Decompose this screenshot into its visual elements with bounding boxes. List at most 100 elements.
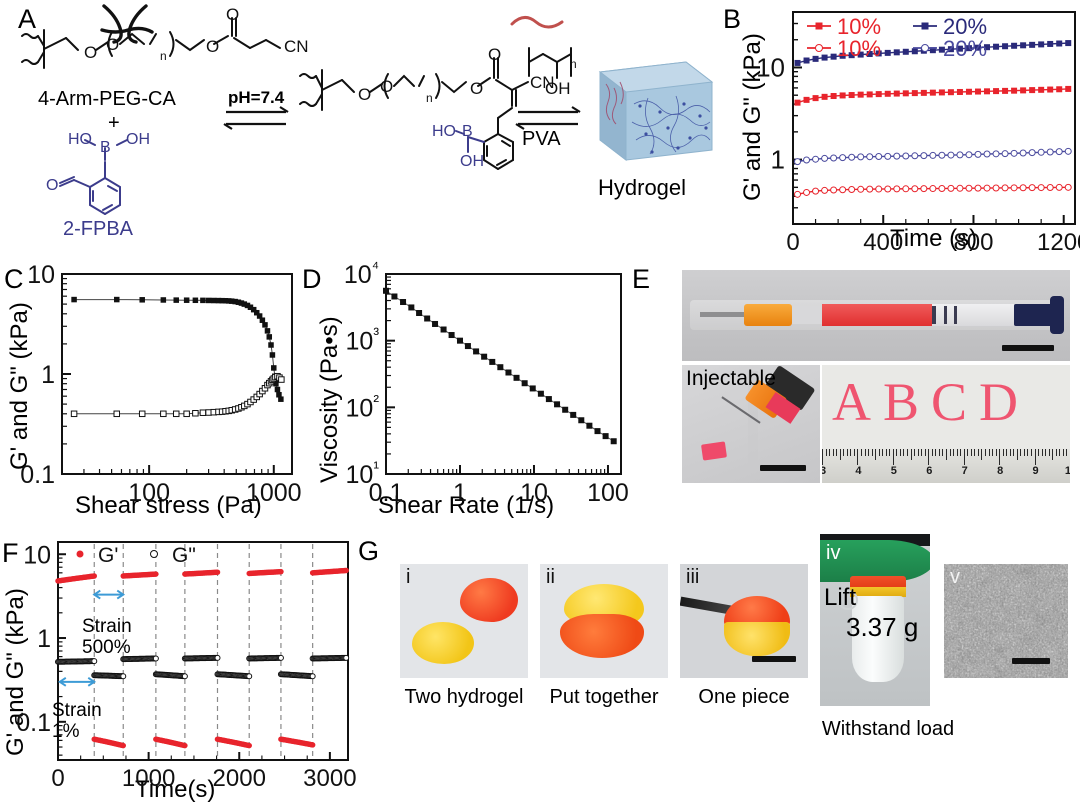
lift-overlay-text: Lift: [824, 584, 857, 611]
svg-text:HO: HO: [432, 123, 456, 140]
ruler-tick: [988, 449, 990, 456]
ruler-tick: [917, 449, 919, 456]
scalebar-injection: [760, 465, 806, 471]
scalebar-syringe: [1002, 345, 1054, 351]
reactant-1-name: 4-Arm-PEG-CA: [38, 88, 176, 110]
strain-low-line2: 1%: [52, 721, 80, 742]
ruler: 3 4 5 6 7 8 9 10: [822, 449, 1070, 483]
ruler-tick: [836, 449, 838, 456]
ruler-number: 6: [926, 465, 933, 477]
ruler-number: 8: [997, 465, 1004, 477]
ruler-tick: [946, 449, 947, 460]
panel-f-xlabel: Time(s): [135, 776, 216, 803]
ruler-tick: [843, 449, 845, 456]
panel-d-label: D: [302, 264, 322, 294]
svg-text:2000: 2000: [213, 765, 266, 792]
ruler-tick: [1059, 449, 1061, 456]
svg-text:O: O: [226, 5, 239, 24]
ruler-tick: [1002, 449, 1004, 456]
svg-text:0: 0: [786, 229, 799, 256]
ruler-tick: [892, 449, 894, 465]
svg-text:O: O: [488, 45, 501, 64]
injection-photo: Injectable: [682, 365, 820, 483]
syringe-photo: [682, 270, 1070, 361]
panel-c-plot[interactable]: 0.1 1 10 100 1000: [20, 261, 301, 507]
panel-g-label: G: [358, 536, 380, 566]
ruler-tick: [910, 449, 912, 460]
strain-high-line1: Strain: [82, 616, 132, 637]
roman-v: v: [950, 566, 960, 588]
svg-text:1: 1: [453, 479, 467, 507]
fpba-ho: HO: [68, 131, 92, 148]
ruler-tick: [1006, 449, 1008, 456]
ruler-tick: [899, 449, 901, 456]
abcd-writing-photo: ABCD 3 4 5 6 7 8 9 10: [822, 365, 1070, 483]
panel-f-plot[interactable]: 0.1 1 10 0 1000 2000 3000 G' G": [16, 541, 357, 792]
svg-text:O: O: [106, 35, 119, 54]
ruler-tick: [825, 449, 827, 456]
ruler-tick: [850, 449, 852, 456]
ruler-number: 9: [1032, 465, 1039, 477]
injectable-overlay-text: Injectable: [686, 367, 776, 390]
ruler-tick: [1055, 449, 1057, 456]
svg-text:10: 10: [756, 52, 785, 82]
ruler-tick: [1048, 449, 1050, 456]
ruler-tick: [995, 449, 997, 456]
svg-text:400: 400: [863, 229, 903, 256]
sem-micrograph: v: [944, 564, 1068, 678]
panel-c: C G' and G" (kPa) Shear stress (Pa) 0.1 1…: [0, 261, 302, 527]
ruler-tick: [903, 449, 905, 456]
svg-text:10⁴: 10⁴: [344, 258, 379, 289]
svg-text:1: 1: [771, 145, 785, 175]
product-name: Hydrogel: [598, 175, 687, 200]
ruler-tick: [829, 449, 831, 456]
roman-iv: iv: [826, 542, 841, 564]
svg-text:10%: 10%: [837, 14, 881, 39]
ruler-tick: [949, 449, 951, 456]
ruler-tick: [822, 449, 823, 465]
caption-one-piece: One piece: [698, 686, 790, 708]
svg-text:n: n: [426, 91, 433, 105]
fpba-oh: OH: [126, 131, 150, 148]
reactant-2-name: 2-FPBA: [63, 218, 134, 240]
ruler-tick: [974, 449, 976, 456]
ruler-tick: [1045, 449, 1047, 456]
ruler-tick: [938, 449, 940, 456]
strain-high-label: Strain 500%: [82, 616, 132, 658]
scalebar-sem: [1012, 658, 1050, 664]
withstand-load-photo: iv Lift 3.37 g: [820, 534, 930, 706]
panel-e-label: E: [632, 264, 651, 294]
ruler-tick: [981, 449, 983, 460]
fpba-b: B: [100, 139, 111, 156]
svg-text:O: O: [358, 85, 371, 104]
ruler-tick: [1013, 449, 1015, 456]
panel-c-ylabel: G' and G" (kPa): [6, 302, 33, 470]
ruler-tick: [992, 449, 994, 456]
svg-text:20%: 20%: [943, 14, 987, 39]
ruler-tick: [1066, 449, 1068, 456]
pva-label: PVA: [522, 128, 561, 150]
svg-text:n: n: [570, 57, 577, 71]
svg-text:OH: OH: [460, 153, 484, 170]
ruler-tick: [1038, 449, 1040, 456]
hydrogel-block: [598, 61, 714, 162]
panel-b-xlabel: Time (s): [890, 225, 978, 252]
load-weight-text: 3.37 g: [846, 612, 919, 642]
ruler-tick: [1031, 449, 1033, 456]
ruler-tick: [963, 449, 965, 465]
ruler-tick: [970, 449, 972, 456]
ph-condition-label: pH=7.4: [228, 88, 285, 107]
panel-b-plot[interactable]: 1 10 0 400 800 1200 10% 20% 10% 20%: [756, 11, 1080, 256]
ruler-tick: [853, 449, 855, 456]
ruler-tick: [953, 449, 955, 456]
ruler-tick: [1062, 449, 1064, 456]
ruler-tick: [956, 449, 958, 456]
panel-a-label: A: [18, 4, 37, 34]
strain-low-line1: Strain: [52, 700, 102, 721]
panel-a: A O O n O O: [0, 0, 715, 255]
fpba-o: O: [46, 177, 58, 194]
ruler-tick: [1027, 449, 1029, 456]
roman-iii: iii: [686, 566, 700, 588]
ruler-tick: [885, 449, 887, 456]
